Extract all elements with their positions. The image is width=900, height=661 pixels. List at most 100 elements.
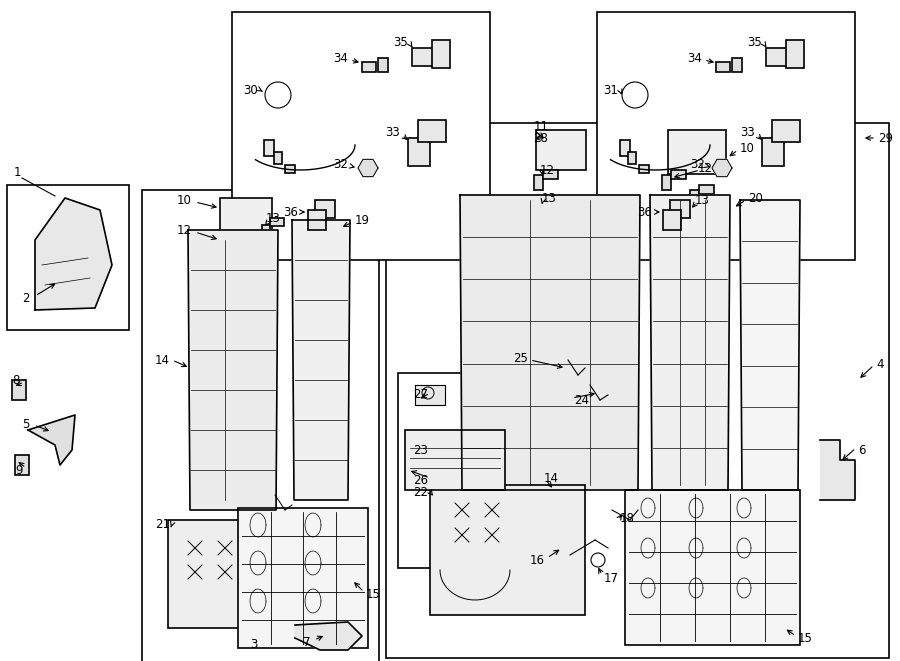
Bar (264, 140, 274, 156)
Bar (232, 12, 490, 260)
Text: 10: 10 (177, 194, 192, 206)
Text: 13: 13 (266, 212, 281, 225)
Text: 17: 17 (604, 572, 619, 584)
Text: 12: 12 (177, 223, 192, 237)
Polygon shape (188, 230, 278, 510)
Polygon shape (358, 159, 378, 176)
Text: 22: 22 (413, 485, 428, 498)
Bar (12, 380, 26, 400)
Text: 32: 32 (690, 159, 705, 171)
Text: 2: 2 (22, 292, 30, 305)
Text: 12: 12 (540, 163, 555, 176)
Bar (315, 200, 335, 218)
Bar (412, 48, 440, 66)
Bar (432, 40, 450, 68)
Bar (690, 190, 699, 205)
Bar (662, 175, 671, 190)
Text: 8: 8 (12, 373, 20, 387)
Bar (597, 12, 855, 260)
Text: 16: 16 (530, 553, 545, 566)
Text: 25: 25 (513, 352, 528, 364)
Text: 14: 14 (155, 354, 170, 366)
Bar (142, 190, 379, 661)
Text: 36: 36 (284, 206, 298, 219)
Polygon shape (295, 622, 362, 650)
Bar (220, 198, 272, 236)
Bar (699, 185, 714, 194)
Text: 4: 4 (876, 358, 884, 371)
Bar (308, 210, 326, 230)
Bar (786, 40, 804, 68)
Text: 20: 20 (748, 192, 763, 204)
Bar (386, 123, 889, 658)
Text: 7: 7 (302, 637, 310, 650)
Polygon shape (460, 195, 640, 490)
Bar (238, 508, 368, 648)
Polygon shape (35, 198, 112, 310)
Bar (766, 48, 794, 66)
Bar (362, 62, 376, 72)
Bar (168, 520, 316, 628)
Text: 18: 18 (620, 512, 634, 524)
Polygon shape (712, 159, 732, 176)
Bar (536, 130, 586, 170)
Text: 23: 23 (413, 444, 428, 457)
Text: 10: 10 (740, 141, 755, 155)
Text: 13: 13 (542, 192, 557, 204)
Text: 33: 33 (385, 126, 400, 139)
Bar (669, 205, 677, 218)
Bar (262, 225, 270, 239)
Bar (762, 138, 784, 166)
Polygon shape (650, 195, 730, 490)
Text: 30: 30 (243, 83, 258, 97)
Bar (398, 373, 518, 568)
Text: 34: 34 (687, 52, 702, 65)
Text: 26: 26 (413, 473, 428, 486)
Bar (285, 165, 295, 173)
Bar (716, 62, 730, 72)
Text: 31: 31 (603, 83, 618, 97)
Bar (772, 120, 800, 142)
Text: 15: 15 (798, 631, 813, 644)
Bar (270, 218, 284, 226)
Bar (15, 455, 29, 475)
Text: 27: 27 (413, 389, 428, 401)
Bar (628, 152, 636, 164)
Bar (534, 175, 543, 190)
Text: 34: 34 (333, 52, 348, 65)
Bar (670, 200, 690, 218)
Text: 15: 15 (366, 588, 381, 602)
Bar (378, 58, 388, 72)
Bar (430, 485, 585, 615)
Polygon shape (820, 440, 855, 500)
Text: 33: 33 (740, 126, 755, 139)
Text: 5: 5 (22, 418, 30, 432)
Bar (663, 210, 681, 230)
Text: 9: 9 (15, 463, 22, 477)
Text: 1: 1 (14, 165, 22, 178)
Bar (418, 120, 446, 142)
Polygon shape (740, 200, 800, 490)
Text: 21: 21 (155, 518, 170, 531)
Text: 6: 6 (858, 444, 866, 457)
Bar (625, 490, 800, 645)
Polygon shape (292, 220, 350, 500)
Text: 12: 12 (698, 161, 713, 175)
Bar (543, 170, 558, 179)
Bar (620, 140, 630, 156)
Text: 3: 3 (250, 639, 257, 652)
Text: 11: 11 (534, 120, 549, 134)
Polygon shape (415, 385, 445, 405)
Text: 14: 14 (544, 471, 559, 485)
Text: 35: 35 (393, 36, 408, 48)
Text: 29: 29 (878, 132, 893, 145)
Bar (668, 130, 726, 174)
Text: 13: 13 (695, 194, 710, 206)
Bar (7, 185, 129, 330)
Polygon shape (28, 415, 75, 465)
Text: 36: 36 (637, 206, 652, 219)
Bar (540, 200, 548, 213)
Text: 28: 28 (533, 132, 548, 145)
Bar (274, 152, 282, 164)
Bar (671, 170, 686, 179)
